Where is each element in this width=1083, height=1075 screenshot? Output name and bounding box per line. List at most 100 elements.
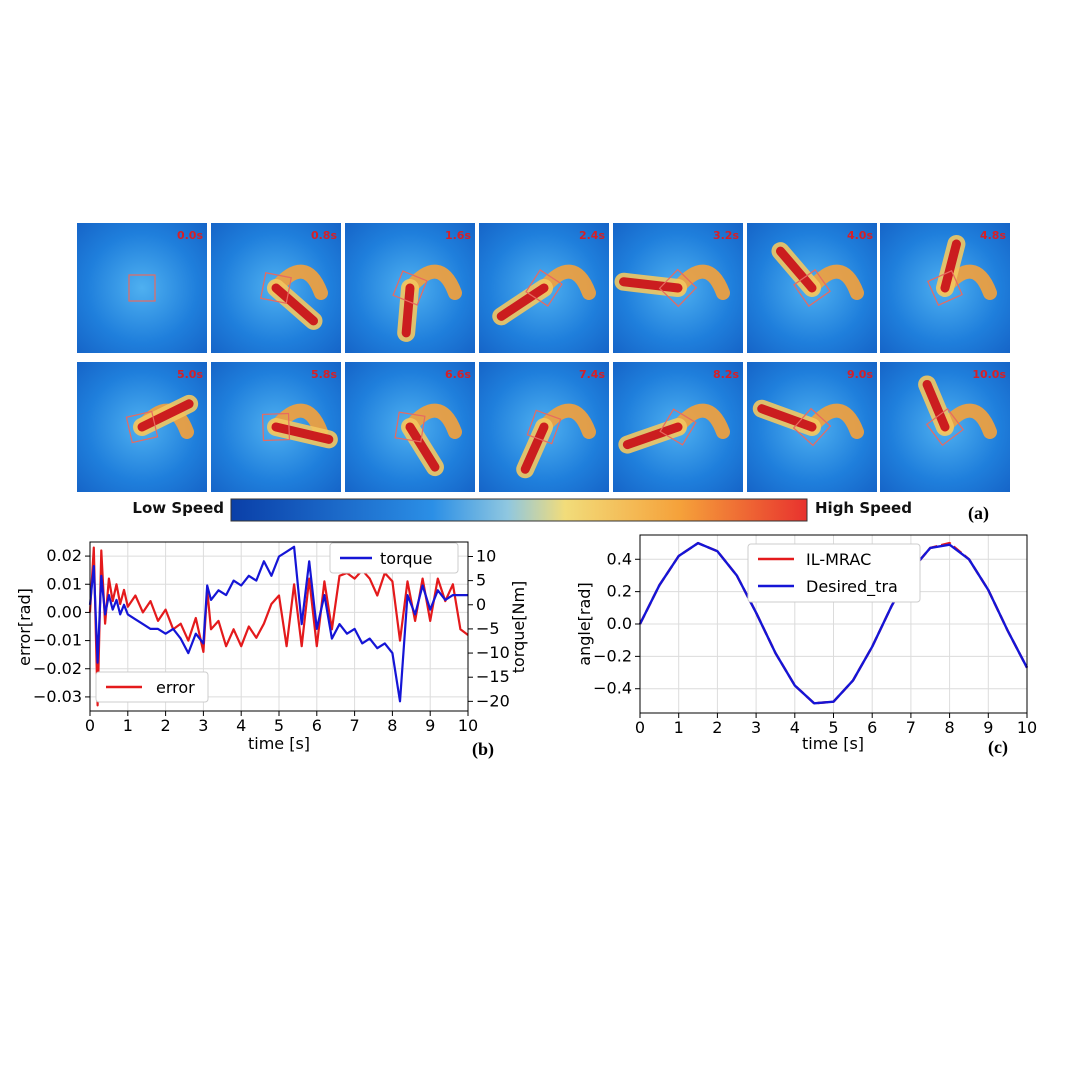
x-tick-label: 9 [425, 716, 435, 735]
body-outline [260, 272, 292, 304]
wake-core [775, 246, 817, 293]
flow-frame: 4.0s [747, 223, 877, 353]
chart-b-xlabel: time [s] [248, 734, 310, 753]
wake-core [940, 239, 961, 293]
y2-tick-label: 5 [476, 571, 486, 590]
flow-frame: 3.2s [613, 223, 743, 353]
frame-time-label: 7.4s [579, 368, 605, 381]
wake-core [922, 379, 950, 432]
x-tick-label: 6 [867, 718, 877, 737]
legend-error-box [95, 671, 209, 703]
series-line-torque [88, 545, 468, 703]
flow-frame: 9.0s [747, 362, 877, 492]
flow-frame: 1.6s [345, 223, 475, 353]
body-outline [792, 407, 832, 447]
frame-time-label: 0.8s [311, 229, 337, 242]
y2-tick-label: −10 [476, 643, 510, 662]
colorbar-high-label: High Speed [815, 499, 912, 517]
x-tick-label: 7 [350, 716, 360, 735]
frame-background [77, 223, 207, 353]
x-tick-label: 6 [312, 716, 322, 735]
chart-b-ylabel-left: error[rad] [15, 588, 34, 666]
frame-time-label: 2.4s [579, 229, 605, 242]
flow-frame: 7.4s [479, 362, 609, 492]
body-outline [392, 270, 428, 306]
body-outline [125, 410, 159, 444]
y-tick-label: −0.2 [593, 646, 632, 665]
y-tick-label: −0.01 [33, 631, 82, 650]
x-tick-label: 0 [635, 718, 645, 737]
angle-chart: 0 1 2 3 4 5 6 7 8 9 10 0.4 0.2 0.0 −0.2 −0.4 time [s] a… [575, 534, 1037, 758]
frame-time-label: 8.2s [713, 368, 739, 381]
series-line-Desired_tra [638, 541, 1029, 705]
chart-c-lines [638, 541, 1029, 705]
y-tick-label: 0.4 [607, 549, 632, 568]
frame-time-label: 5.0s [177, 368, 203, 381]
flow-frame: 5.0s [77, 362, 207, 492]
colorbar [230, 498, 808, 522]
x-tick-label: 3 [198, 716, 208, 735]
x-tick-label: 0 [85, 716, 95, 735]
chart-b-ticks: 0 1 2 3 4 5 6 7 8 9 10 0.02 0.01 0.00 −0.01 −0.02 −0.03 1… [33, 546, 510, 735]
wake-core [401, 283, 415, 338]
simulation-frames: 0.0s 0.8s 1.6s 2.4s 3.2s 4.0s 4.8s 5.0s 5.8s 6.6s… [77, 223, 1010, 492]
x-tick-label: 4 [236, 716, 246, 735]
x-tick-label: 5 [828, 718, 838, 737]
x-tick-label: 8 [945, 718, 955, 737]
wake-core [405, 422, 440, 472]
y2-tick-label: 0 [476, 595, 486, 614]
legend-desired-label: Desired_tra [806, 577, 898, 597]
frame-time-label: 0.0s [177, 229, 203, 242]
y-tick-label: −0.03 [33, 687, 82, 706]
x-tick-label: 10 [1017, 718, 1037, 737]
x-tick-label: 1 [674, 718, 684, 737]
body-outline [925, 407, 965, 447]
body-outline [658, 268, 698, 308]
panel-b-label: (b) [472, 739, 494, 760]
y-tick-label: 0.2 [607, 582, 632, 601]
y-tick-label: 0.0 [607, 614, 632, 633]
y2-tick-label: 10 [476, 546, 496, 565]
error-torque-chart: 0 1 2 3 4 5 6 7 8 9 10 0.02 0.01 0.00 −0.01 −0.02 −0.03 1… [15, 541, 528, 760]
frame-time-label: 6.6s [445, 368, 471, 381]
flow-frame: 2.4s [479, 223, 609, 353]
flow-frame: 0.8s [211, 223, 341, 353]
x-tick-label: 9 [983, 718, 993, 737]
chart-c-xlabel: time [s] [802, 734, 864, 753]
series-line-error [88, 546, 469, 707]
wake-core [757, 404, 817, 432]
frame-time-label: 4.8s [980, 229, 1006, 242]
x-tick-label: 8 [387, 716, 397, 735]
x-tick-label: 10 [458, 716, 478, 735]
body-outline [793, 269, 831, 307]
chart-b-lines [88, 545, 469, 707]
flow-frame: 8.2s [613, 362, 743, 492]
x-tick-label: 7 [906, 718, 916, 737]
wake-core [271, 283, 319, 326]
body-outline [659, 408, 697, 446]
chart-c-ticks: 0 1 2 3 4 5 6 7 8 9 10 0.4 0.2 0.0 −0.2 −0.4 [593, 549, 1037, 737]
chart-c-ylabel: angle[rad] [575, 582, 594, 665]
x-tick-label: 5 [274, 716, 284, 735]
frame-time-label: 5.8s [311, 368, 337, 381]
frame-time-label: 3.2s [713, 229, 739, 242]
y2-tick-label: −15 [476, 667, 510, 686]
y-tick-label: −0.4 [593, 679, 632, 698]
body-outline [261, 412, 291, 442]
y-tick-label: 0.02 [46, 546, 82, 565]
legend-torque: torque [329, 542, 459, 574]
flow-frame: 6.6s [345, 362, 475, 492]
body-outline [128, 274, 156, 302]
flow-frame: 5.8s [211, 362, 341, 492]
frame-time-label: 1.6s [445, 229, 471, 242]
body-outline [394, 411, 426, 443]
wake-core [520, 422, 549, 474]
panel-c-label: (c) [988, 737, 1008, 758]
legend-ilmrac-label: IL-MRAC [806, 550, 871, 569]
y-tick-label: −0.02 [33, 659, 82, 678]
colorbar-low-label: Low Speed [132, 499, 224, 517]
legend-error-label: error [156, 678, 195, 697]
y2-tick-label: −20 [476, 691, 510, 710]
frame-time-label: 4.0s [847, 229, 873, 242]
